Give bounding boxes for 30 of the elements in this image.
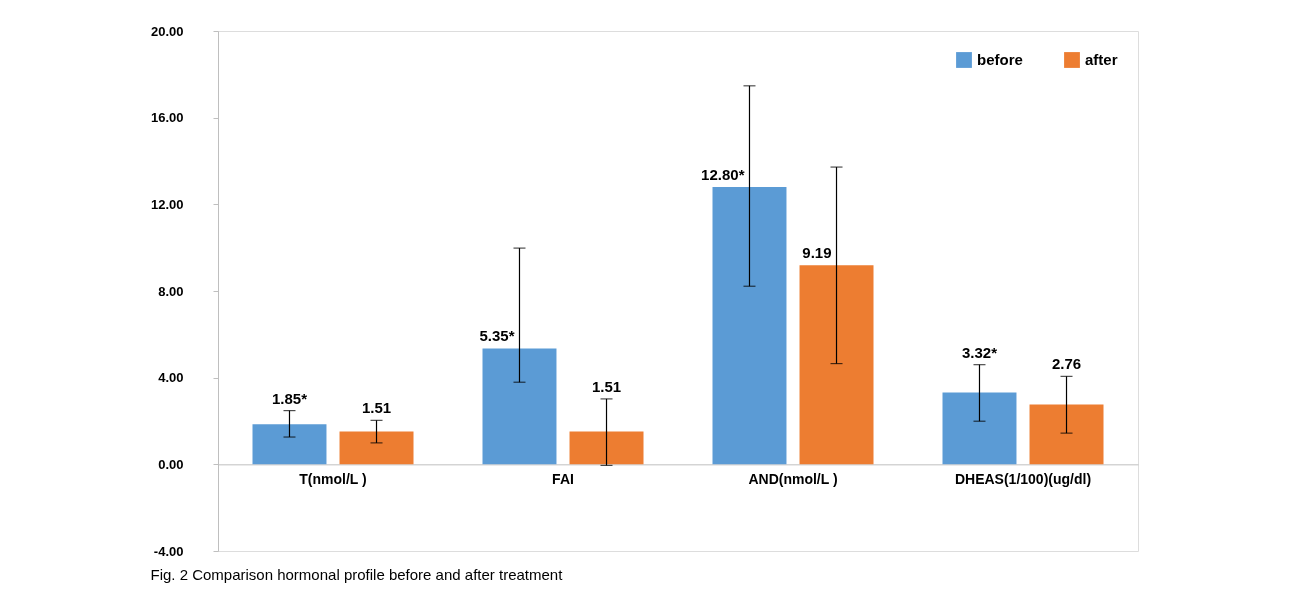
data-label: 5.35* <box>479 327 515 345</box>
y-tick-label: -4.00 <box>153 543 184 559</box>
y-tick-label: 20.00 <box>150 23 184 39</box>
bar <box>1029 404 1104 465</box>
bar <box>942 392 1017 465</box>
x-tick-label: FAI <box>552 470 574 487</box>
data-label: 12.80* <box>701 166 745 183</box>
y-tick-label: 0.00 <box>158 456 184 472</box>
data-label: 2.76 <box>1051 355 1082 373</box>
bar <box>252 424 327 465</box>
y-tick-label: 8.00 <box>158 283 184 299</box>
bar <box>339 431 414 465</box>
y-tick-label: 12.00 <box>150 196 184 212</box>
data-label: 1.85* <box>271 389 308 407</box>
x-tick-label: AND(nmol/L ) <box>748 470 838 487</box>
data-label: 1.51 <box>361 399 392 417</box>
data-label: 9.19 <box>802 244 832 262</box>
y-tick-label: 16.00 <box>150 110 184 126</box>
data-label: 3.32* <box>961 343 998 361</box>
bar <box>482 348 557 465</box>
legend-label: before <box>977 51 1023 68</box>
data-label: 1.51 <box>591 377 622 395</box>
x-tick-label: DHEAS(1/100)(ug/dl) <box>954 470 1092 487</box>
x-tick-label: T(nmol/L ) <box>299 470 367 487</box>
bar <box>799 265 874 465</box>
y-tick-label: 4.00 <box>158 370 184 386</box>
bar <box>569 431 644 465</box>
bar <box>712 187 787 465</box>
legend-label: after <box>1085 51 1118 68</box>
caption: Fig. 2 Comparison hormonal profile before and after treatment <box>150 566 564 583</box>
